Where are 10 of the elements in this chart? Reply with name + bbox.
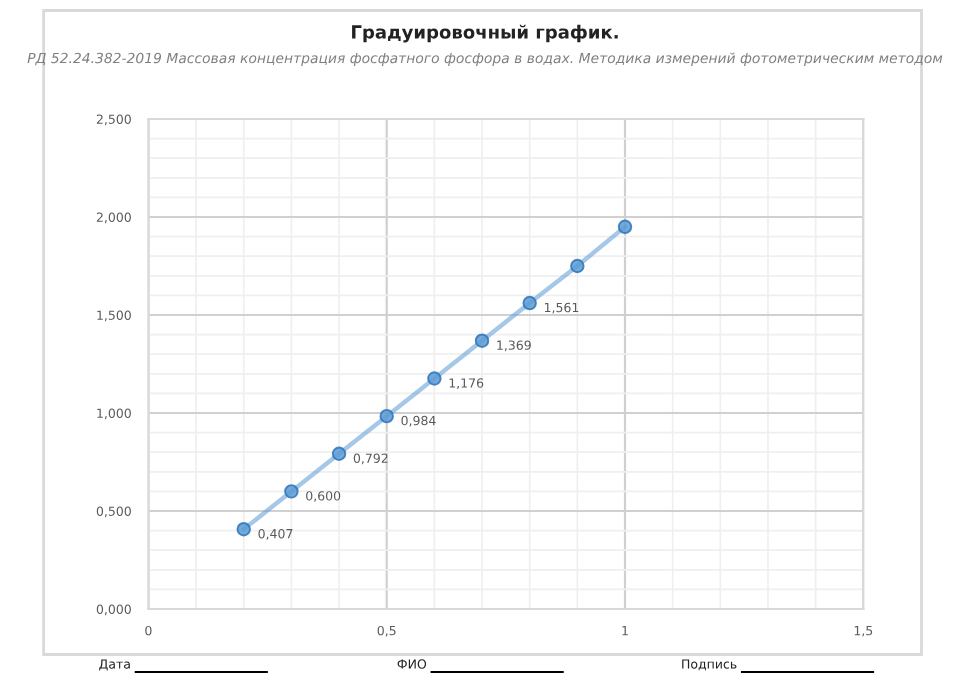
point (284, 484, 299, 499)
point (617, 219, 633, 235)
point (331, 446, 347, 461)
point (379, 408, 394, 424)
chart-title: Градуировочный график. (352, 24, 618, 43)
point (427, 371, 442, 386)
point (236, 522, 251, 537)
point (474, 333, 490, 348)
point (570, 258, 585, 274)
point (522, 295, 537, 311)
